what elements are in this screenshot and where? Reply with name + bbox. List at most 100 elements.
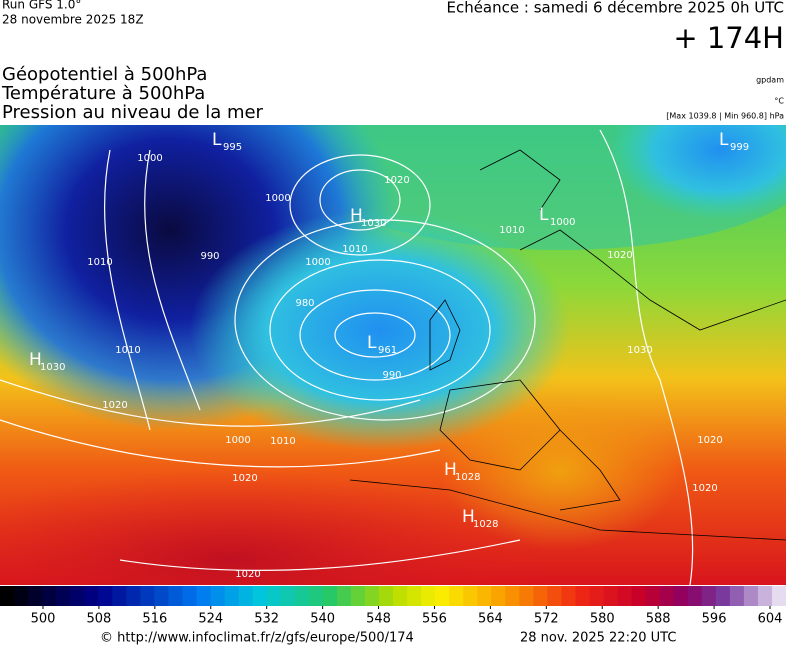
colorbar-swatch xyxy=(449,586,464,606)
colorbar-swatch xyxy=(168,586,183,606)
center-letter: H xyxy=(462,507,475,527)
colorbar-swatch xyxy=(505,586,520,606)
isobar-label: 1000 xyxy=(305,257,330,268)
colorbar-swatch xyxy=(42,586,57,606)
colorbar-label: 556 xyxy=(422,612,447,627)
colorbar-swatch xyxy=(617,586,633,606)
colorbar-swatch xyxy=(238,586,254,606)
unit: gpdam xyxy=(756,76,784,85)
colorbar-swatch xyxy=(421,586,436,606)
center-letter: H xyxy=(350,206,363,226)
isobar-label: 990 xyxy=(382,370,401,381)
colorbar-swatch xyxy=(84,586,99,606)
colorbar-swatch xyxy=(757,586,773,606)
colorbar-swatch xyxy=(112,586,127,606)
center-value: 1030 xyxy=(40,362,65,373)
colorbar-swatch xyxy=(477,586,492,606)
colorbar-swatch xyxy=(336,586,352,606)
map xyxy=(0,125,786,585)
isobar-label: 1000 xyxy=(225,435,250,446)
colorbar-label: 540 xyxy=(310,612,335,627)
colorbar-swatch xyxy=(56,586,71,606)
colorbar-swatch xyxy=(687,586,703,606)
colorbar-label: 572 xyxy=(534,612,559,627)
isobar-label: 1010 xyxy=(342,244,367,255)
colorbar-swatch xyxy=(0,586,15,606)
colorbar-swatch xyxy=(491,586,506,606)
run: Run GFS 1.0° xyxy=(2,0,81,12)
colorbar-swatch xyxy=(729,586,745,606)
colorbar-label: 564 xyxy=(478,612,503,627)
colorbar-swatch xyxy=(533,586,548,606)
colorbar-label: 588 xyxy=(646,612,671,627)
colorbar-swatch xyxy=(715,586,731,606)
center-value: 995 xyxy=(223,142,242,153)
center-value: 1028 xyxy=(473,519,498,530)
isobar-label: 1010 xyxy=(87,257,112,268)
colorbar: 500 508 516 524 532 540 548 556 564 572 580 588 596 6… xyxy=(0,586,786,627)
colorbar-swatch xyxy=(407,586,422,606)
colorbar-swatch xyxy=(519,586,534,606)
valid-time: Echéance : samedi 6 décembre 2025 0h UTC xyxy=(446,0,784,17)
isobar-label: 1000 xyxy=(265,193,290,204)
colorbar-swatch xyxy=(182,586,197,606)
colorbar-swatch xyxy=(126,586,141,606)
center-value: 1030 xyxy=(361,218,386,229)
colorbar-swatch xyxy=(294,586,310,606)
colorbar-label: 548 xyxy=(366,612,391,627)
colorbar-swatch xyxy=(378,586,394,606)
colorbar-swatch xyxy=(645,586,661,606)
center-letter: H xyxy=(29,350,42,370)
isobar-label: 1030 xyxy=(627,345,652,356)
colorbar-swatch xyxy=(589,586,605,606)
center-letter: L xyxy=(719,130,729,150)
isobar-label: 1020 xyxy=(235,569,260,580)
colorbar-swatch xyxy=(547,586,562,606)
colorbar-swatch xyxy=(224,586,240,606)
isobar-label: 1010 xyxy=(115,345,140,356)
colorbar-swatch xyxy=(673,586,689,606)
isobar-label: 1020 xyxy=(232,473,257,484)
colorbar-swatch xyxy=(575,586,590,606)
isobar-label: 1020 xyxy=(697,435,722,446)
colorbar-swatch xyxy=(196,586,212,606)
footer-time: 28 nov. 2025 22:20 UTC xyxy=(520,631,676,646)
colorbar-swatch xyxy=(70,586,85,606)
colorbar-swatch xyxy=(435,586,450,606)
isobar-label: 1000 xyxy=(137,153,162,164)
center-value: 999 xyxy=(730,142,749,153)
footer-url: © http://www.infoclimat.fr/z/gfs/europe/… xyxy=(100,631,414,646)
colorbar-swatch xyxy=(364,586,380,606)
colorbar-label: 500 xyxy=(31,612,56,627)
isobar-label: 1010 xyxy=(270,436,295,447)
colorbar-swatch xyxy=(98,586,113,606)
colorbar-swatch xyxy=(154,586,169,606)
colorbar-swatch xyxy=(308,586,324,606)
colorbar-swatch xyxy=(743,586,759,606)
colorbar-swatch xyxy=(28,586,43,606)
isobar-label: 1020 xyxy=(692,483,717,494)
lead-time: + 174H xyxy=(673,21,784,55)
isobar-label: 1020 xyxy=(607,250,632,261)
colorbar-label: 516 xyxy=(142,612,167,627)
isobar-label: 1020 xyxy=(102,400,127,411)
unit: °C xyxy=(774,97,784,106)
center-value: 1000 xyxy=(550,217,575,228)
colorbar-swatch xyxy=(266,586,282,606)
isobar-label: 990 xyxy=(200,251,219,262)
colorbar-swatch xyxy=(393,586,408,606)
colorbar-swatch xyxy=(701,586,717,606)
colorbar-swatch xyxy=(659,586,675,606)
title: Pression au niveau de la mer xyxy=(2,102,264,123)
colorbar-label: 532 xyxy=(254,612,279,627)
colorbar-label: 580 xyxy=(590,612,615,627)
colorbar-swatch xyxy=(280,586,296,606)
center-value: 961 xyxy=(378,345,397,356)
colorbar-swatch xyxy=(631,586,647,606)
center-value: 1028 xyxy=(455,472,480,483)
center-letter: H xyxy=(444,460,457,480)
center-letter: L xyxy=(539,205,549,225)
run-date: 28 novembre 2025 18Z xyxy=(2,13,144,27)
colorbar-swatch xyxy=(14,586,29,606)
